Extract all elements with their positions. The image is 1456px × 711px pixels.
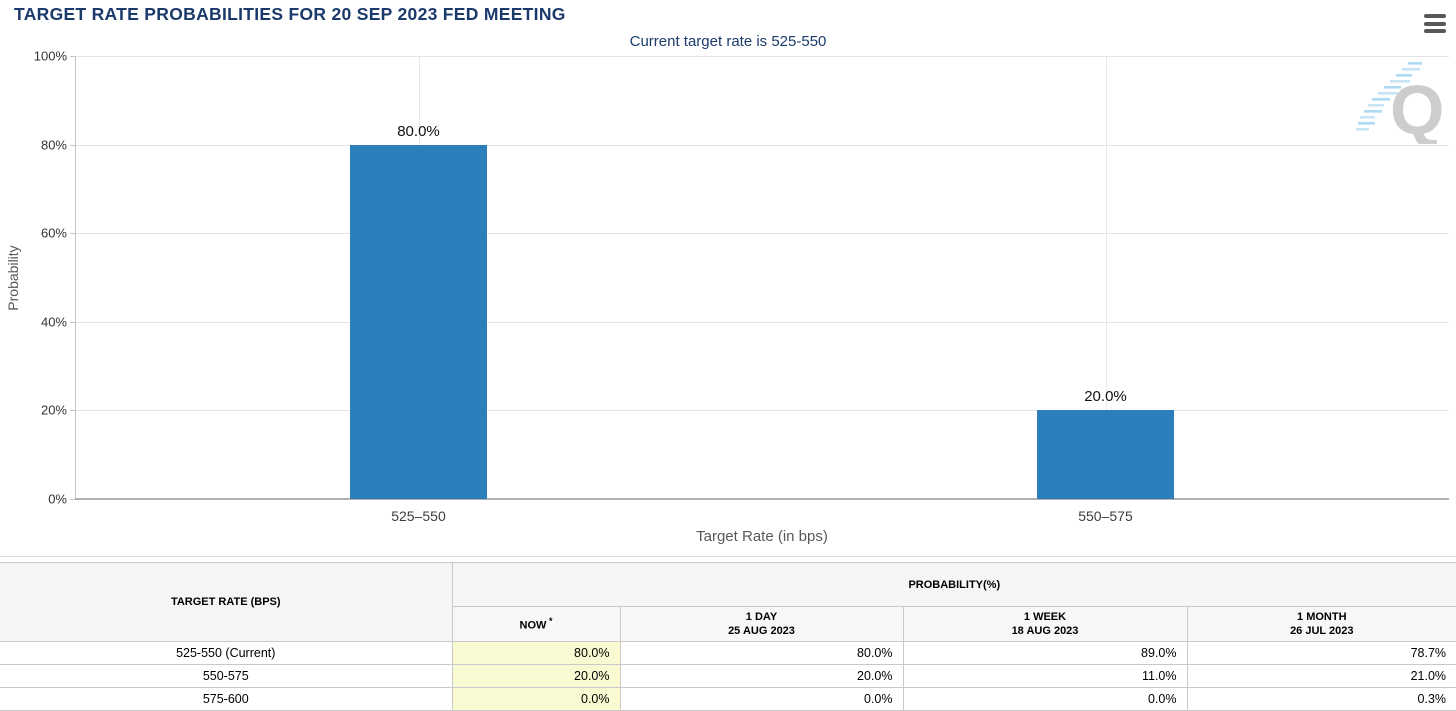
table-col-header: 1 DAY 25 AUG 2023 (619, 606, 904, 642)
gridline-h (75, 233, 1449, 235)
bar-525–550[interactable] (350, 144, 487, 499)
day-cell: 20.0% (619, 664, 904, 688)
y-tick-mark (70, 144, 75, 146)
gridline-v (1105, 56, 1107, 499)
y-axis-title: Probability (5, 245, 21, 311)
probability-table: TARGET RATE (BPS) PROBABILITY(%) NOW * 1 … (0, 562, 1456, 711)
table-row-header: TARGET RATE (BPS) (0, 562, 453, 642)
week-cell: 89.0% (902, 641, 1188, 665)
gridline-h (75, 56, 1449, 57)
x-tick-label: 525–550 (391, 508, 446, 524)
y-tick-label: 60% (40, 225, 67, 241)
now-cell: 20.0% (451, 664, 621, 688)
bar-value-label: 20.0% (1084, 388, 1127, 406)
day-cell: 80.0% (619, 641, 904, 665)
rate-cell: 525-550 (Current) (0, 641, 453, 665)
panel-divider (0, 556, 1456, 557)
table-col-header: 1 MONTH 26 JUL 2023 (1186, 606, 1456, 642)
now-cell: 0.0% (451, 687, 621, 711)
quikstrike-logo-watermark: Q (1356, 56, 1448, 149)
y-tick-label: 80% (40, 137, 67, 153)
page-title: TARGET RATE PROBABILITIES FOR 20 SEP 202… (14, 4, 566, 24)
x-axis-line (75, 498, 1449, 500)
x-axis-title: Target Rate (in bps) (696, 528, 828, 545)
y-tick-mark (70, 56, 75, 57)
y-tick-label: 20% (40, 402, 67, 418)
week-cell: 11.0% (902, 664, 1188, 688)
svg-text:Q: Q (1390, 71, 1444, 144)
y-tick-mark (70, 321, 75, 323)
hamburger-menu-icon[interactable] (1424, 14, 1446, 33)
y-tick-label: 40% (40, 314, 67, 330)
bar-550–575[interactable] (1037, 410, 1174, 499)
y-tick-label: 100% (33, 48, 67, 64)
table-row: 575-600 0.0% 0.0% 0.0% 0.3% (0, 687, 1456, 711)
table-col-header: NOW * (452, 606, 621, 642)
table-col-header: 1 WEEK 18 AUG 2023 (902, 606, 1188, 642)
rate-cell: 575-600 (0, 687, 453, 711)
table-row: 550-575 20.0% 20.0% 11.0% 21.0% (0, 664, 1456, 688)
y-tick-mark (70, 233, 75, 235)
bar-chart: 0% 20% 40% 60% 80% 100% 80.0% 20.0% 525–550 550… (5, 48, 1449, 545)
day-cell: 0.0% (619, 687, 904, 711)
gridline-h (75, 321, 1449, 323)
now-cell: 80.0% (451, 641, 621, 665)
rate-cell: 550-575 (0, 664, 453, 688)
y-tick-mark (70, 499, 75, 500)
table-row: 525-550 (Current) 80.0% 80.0% 89.0% 78.7% (0, 641, 1456, 665)
y-tick-mark (70, 410, 75, 412)
x-tick-label: 550–575 (1078, 508, 1133, 524)
gridline-h (75, 410, 1449, 412)
bar-value-label: 80.0% (397, 122, 440, 140)
week-cell: 0.0% (902, 687, 1188, 711)
table-group-header: PROBABILITY(%) (451, 562, 1456, 607)
month-cell: 0.3% (1186, 687, 1456, 711)
chart-subtitle: Current target rate is 525-550 (629, 33, 827, 50)
y-axis-line (75, 56, 76, 499)
month-cell: 78.7% (1186, 641, 1456, 665)
month-cell: 21.0% (1186, 664, 1456, 688)
y-tick-label: 0% (48, 491, 67, 507)
gridline-h (75, 144, 1449, 146)
